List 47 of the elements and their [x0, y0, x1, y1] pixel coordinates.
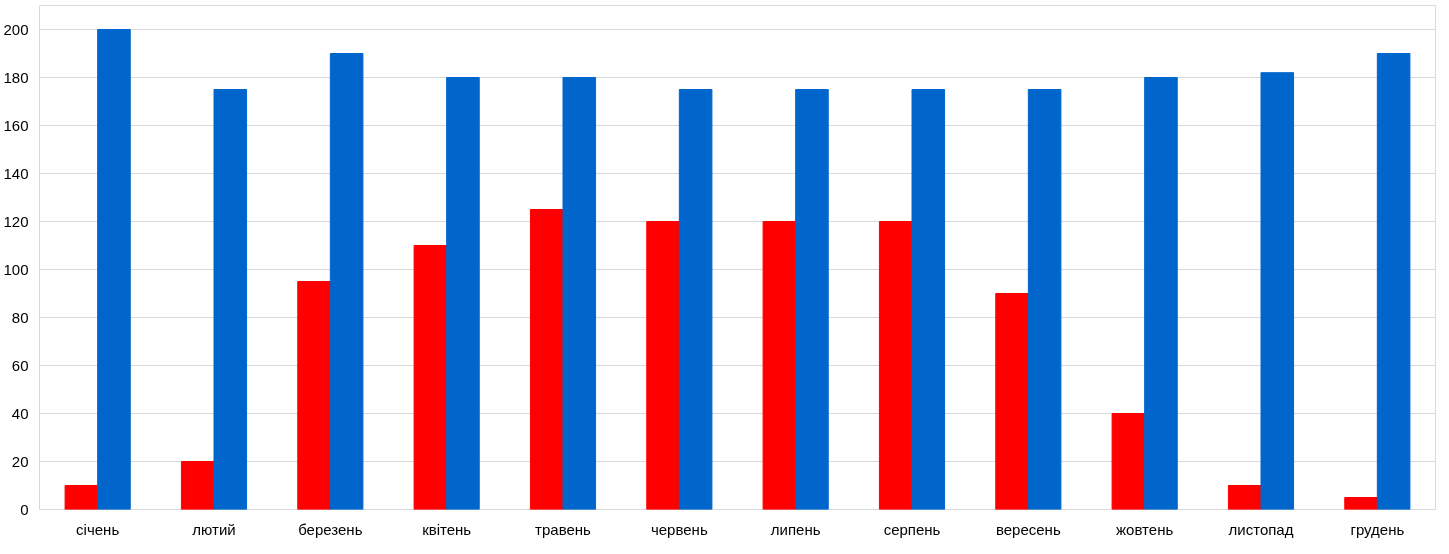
bar — [413, 245, 448, 510]
y-tick-label: 200 — [3, 20, 29, 38]
y-tick-label: 60 — [11, 356, 29, 374]
bar — [562, 77, 597, 510]
bar — [995, 293, 1029, 510]
y-tick-label: 180 — [3, 68, 29, 86]
bar — [1227, 485, 1262, 510]
bar — [1027, 89, 1062, 510]
bar — [911, 89, 946, 510]
x-tick-label: липень — [770, 520, 821, 538]
bar — [1111, 413, 1146, 510]
bar — [878, 221, 913, 510]
bar — [1344, 497, 1378, 510]
x-tick-label: листопад — [1228, 520, 1294, 538]
bar — [213, 89, 248, 510]
bar — [1260, 72, 1295, 510]
y-tick-label: 20 — [11, 452, 29, 470]
bar — [329, 53, 364, 510]
y-tick-label: 120 — [3, 212, 29, 230]
bar — [1376, 53, 1411, 510]
x-tick-label: червень — [650, 520, 708, 538]
x-tick-label: грудень — [1350, 520, 1405, 538]
bar — [678, 89, 713, 510]
y-tick-label: 40 — [11, 404, 29, 422]
x-tick-label: квітень — [422, 520, 472, 538]
bar — [529, 209, 564, 510]
x-tick-label: січень — [76, 520, 120, 538]
y-tick-label: 80 — [11, 308, 29, 326]
x-tick-label: березень — [298, 520, 363, 538]
x-tick-label: вересень — [995, 520, 1061, 538]
x-tick-label: жовтень — [1116, 520, 1174, 538]
y-tick-label: 100 — [3, 260, 29, 278]
x-tick-label: травень — [535, 520, 592, 538]
bar — [446, 77, 480, 510]
bar — [1144, 77, 1178, 510]
y-tick-label: 160 — [3, 116, 29, 134]
bar — [297, 281, 331, 510]
x-tick-label: серпень — [883, 520, 941, 538]
bar — [64, 485, 99, 510]
y-tick-label: 140 — [3, 164, 29, 182]
y-tick-label: 0 — [20, 500, 29, 518]
bar — [180, 461, 215, 510]
bar — [97, 29, 131, 510]
bar — [795, 89, 829, 510]
x-tick-label: лютий — [192, 520, 236, 538]
bar — [646, 221, 680, 510]
bar — [762, 221, 797, 510]
